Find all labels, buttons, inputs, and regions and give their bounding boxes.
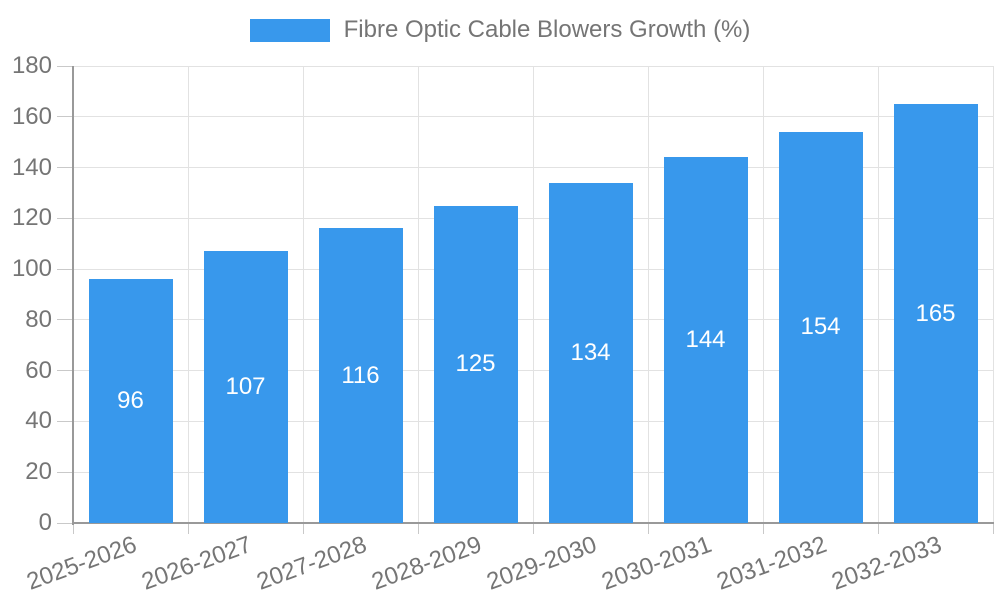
bar[interactable]: 125 <box>433 205 518 523</box>
bar[interactable]: 144 <box>663 157 748 523</box>
x-gridline <box>532 66 534 523</box>
y-axis-tick <box>57 167 72 169</box>
legend-swatch <box>249 18 330 42</box>
bar-value-label: 125 <box>455 350 496 378</box>
chart-legend[interactable]: Fibre Optic Cable Blowers Growth (%) <box>0 16 1000 44</box>
y-axis-line <box>72 66 74 525</box>
y-axis-tick-label: 20 <box>25 458 52 486</box>
bar-value-label: 154 <box>800 313 841 341</box>
bar-value-label: 134 <box>570 338 611 366</box>
y-axis-tick-label: 80 <box>25 305 52 333</box>
y-axis-tick <box>57 217 72 219</box>
x-gridline <box>302 66 304 523</box>
x-axis-tick <box>877 523 879 534</box>
x-axis-tick <box>992 523 994 534</box>
y-axis-tick <box>57 420 72 422</box>
y-axis-tick-label: 160 <box>11 102 52 130</box>
bar[interactable]: 107 <box>203 251 288 523</box>
y-axis-tick <box>57 319 72 321</box>
x-gridline <box>417 66 419 523</box>
y-axis-tick <box>57 268 72 270</box>
bar[interactable]: 165 <box>893 104 978 523</box>
x-axis-tick <box>762 523 764 534</box>
y-axis-tick-label: 0 <box>38 509 52 536</box>
bar-value-label: 144 <box>685 326 726 354</box>
x-axis-tick <box>302 523 304 534</box>
y-axis-tick-label: 140 <box>11 153 52 181</box>
legend-label: Fibre Optic Cable Blowers Growth (%) <box>343 16 751 43</box>
bar[interactable]: 116 <box>318 228 403 523</box>
y-axis-tick-label: 180 <box>11 52 52 79</box>
x-axis-line <box>72 522 994 524</box>
bar-value-label: 165 <box>915 299 956 327</box>
bar-value-label: 107 <box>225 373 266 401</box>
y-axis-tick <box>57 65 72 67</box>
x-axis-tick <box>532 523 534 534</box>
bar[interactable]: 154 <box>778 132 863 523</box>
x-gridline <box>992 66 994 523</box>
x-axis-tick <box>72 523 74 534</box>
x-axis-tick <box>647 523 649 534</box>
bar-value-label: 96 <box>117 387 144 415</box>
y-axis-tick <box>57 522 72 524</box>
y-axis-tick-label: 60 <box>25 356 52 384</box>
y-axis-tick <box>57 116 72 118</box>
x-gridline <box>187 66 189 523</box>
bar[interactable]: 96 <box>88 279 173 523</box>
y-axis-tick-label: 100 <box>11 255 52 283</box>
x-gridline <box>877 66 879 523</box>
y-axis-tick <box>57 370 72 372</box>
bar[interactable]: 134 <box>548 182 633 523</box>
bar-value-label: 116 <box>341 361 380 389</box>
y-axis-tick <box>57 471 72 473</box>
x-axis-tick <box>187 523 189 534</box>
y-axis-tick-label: 120 <box>11 204 52 232</box>
y-axis-tick-label: 40 <box>25 407 52 435</box>
x-axis-tick <box>417 523 419 534</box>
x-gridline <box>647 66 649 523</box>
x-gridline <box>762 66 764 523</box>
